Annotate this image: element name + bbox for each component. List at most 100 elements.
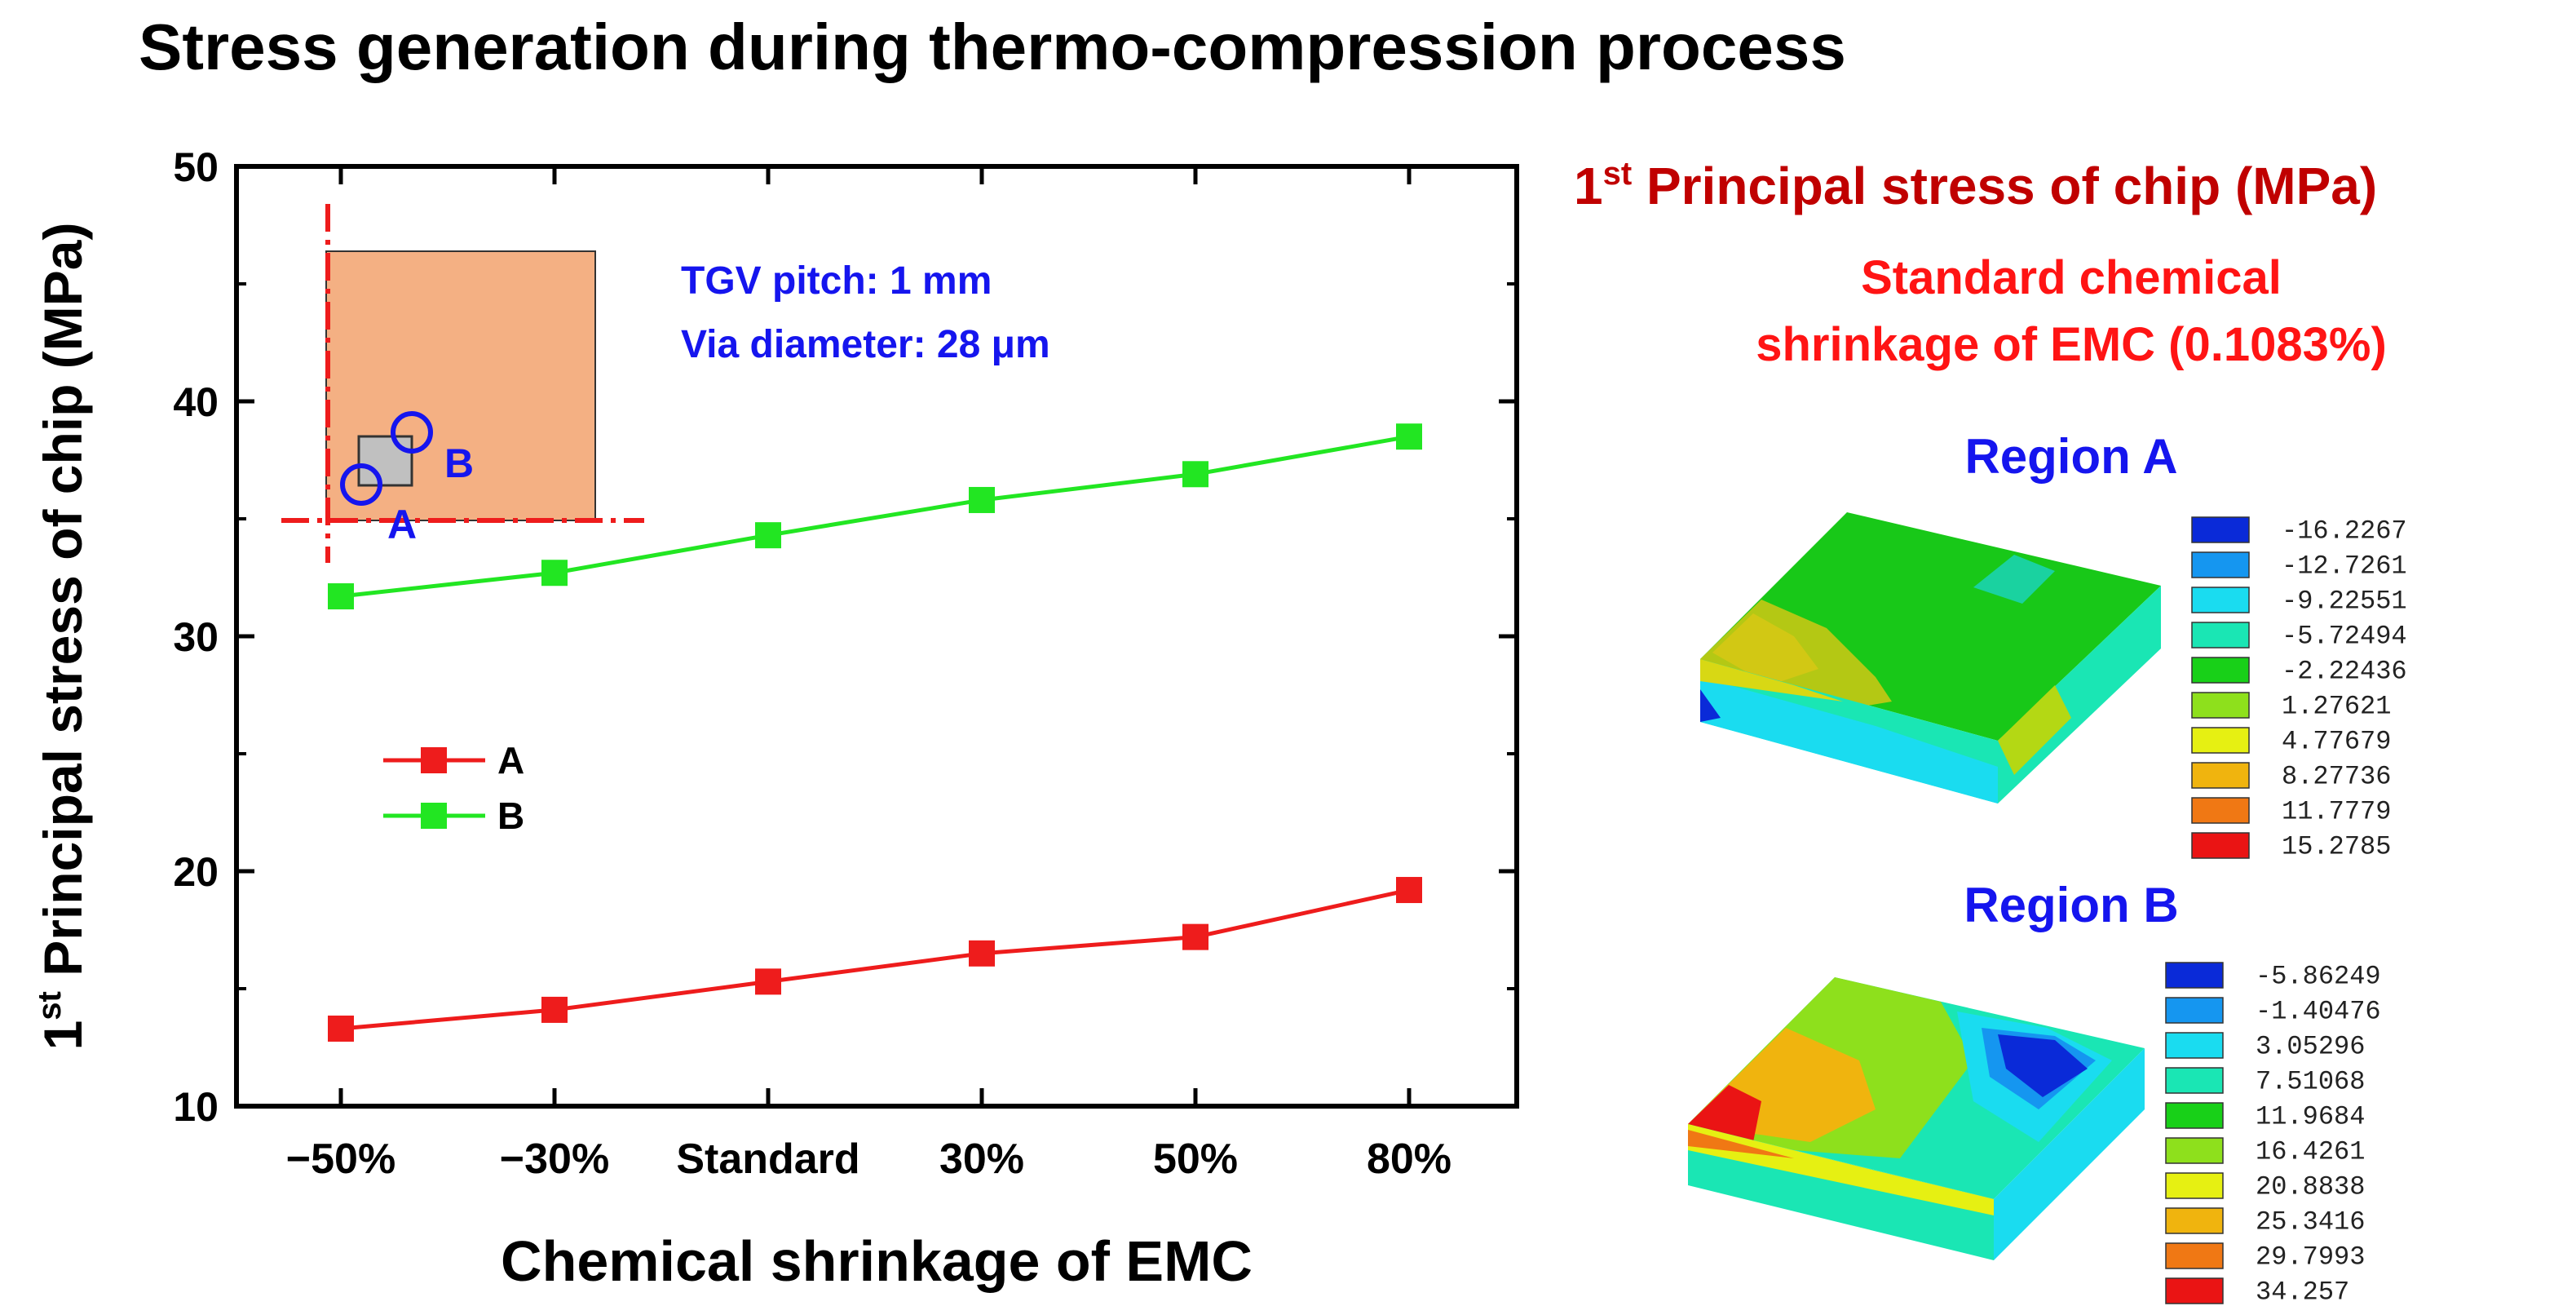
colorbar-swatch [2165,1172,2224,1199]
series-layer [328,423,1422,1042]
series-line-a [340,888,1410,1031]
x-tick-label: Standard [676,1136,859,1183]
y-tick-label: 40 [173,379,219,425]
x-tick-label: −50% [286,1136,395,1183]
annotation-via-diameter: Via diameter: 28 μm [681,323,1050,366]
right-panel-title: 1st Principal stress of chip (MPa) [1574,156,2377,215]
data-point-b [969,486,995,513]
y-tick-label: 50 [173,144,219,190]
colorbar-swatch [2165,1067,2224,1094]
region-b-contour-3d [1688,977,2145,1260]
region-b-side-face [1994,1048,2145,1260]
colorbar-swatch [2165,1032,2224,1059]
region-a-top-contour-teal [1973,555,2055,604]
region-a-front-contour-blue [1700,689,1721,722]
colorbar-value: 11.9684 [2256,1102,2365,1132]
colorbar-value: -16.2267 [2282,516,2407,547]
colorbar-swatch [2165,1102,2224,1129]
colorbar-swatch [2165,1242,2224,1269]
x-tick-label: 80% [1367,1136,1451,1183]
colorbar-swatch [2165,997,2224,1024]
legend-label-a: A [497,739,524,781]
region-a-colorbar: -16.2267 -12.7261 -9.22551 -5.72494 -2.22436… [2191,516,2407,862]
region-b-top-contour-blue [1998,1034,2088,1097]
colorbar-swatch [2191,551,2250,578]
colorbar-value: -5.72494 [2282,622,2407,652]
colorbar-value: 4.77679 [2282,727,2391,757]
colorbar-value: 25.3416 [2256,1207,2365,1237]
x-tick-label: −30% [500,1136,609,1183]
colorbar-swatch [2165,962,2224,989]
figure-title: Stress generation during thermo-compress… [139,11,1846,83]
colorbar-swatch [2191,727,2250,754]
inset-circle-region-b [391,411,433,454]
inset-circle-region-a [340,463,382,506]
colorbar-swatch [2165,1137,2224,1164]
colorbar-value: -12.7261 [2282,551,2407,582]
colorbar-swatch [2165,1277,2224,1304]
colorbar-value: -2.22436 [2282,657,2407,687]
inset-label-a: A [387,502,417,547]
colorbar-swatch [2191,832,2250,859]
colorbar-swatch [2191,762,2250,789]
region-a-title: Region A [1964,429,2177,484]
data-point-a [755,968,781,995]
colorbar-value: -9.22551 [2282,587,2407,617]
region-a-contour-3d [1700,512,2161,804]
colorbar-swatch [2191,622,2250,649]
colorbar-value: 29.7993 [2256,1242,2365,1273]
y-tick-label: 10 [173,1084,219,1130]
inset-label-b: B [444,440,474,486]
colorbar-value: -1.40476 [2256,997,2381,1027]
region-b-top-contour-red [1688,1085,1761,1142]
data-point-a [1396,877,1422,904]
colorbar-value: 8.27736 [2282,762,2391,792]
y-axis: 10 20 30 40 50 [173,144,1517,1130]
colorbar-value: 16.4261 [2256,1137,2365,1167]
x-tick-label: 30% [939,1136,1024,1183]
colorbar-value: 3.05296 [2256,1032,2365,1062]
colorbar-value: 11.7779 [2282,797,2391,827]
region-a-front-contour-yellow [1700,659,1843,702]
colorbar-value: 20.8838 [2256,1172,2365,1202]
colorbar-value: 15.2785 [2282,832,2391,862]
region-b-front-contour-yellow [1688,1124,1994,1215]
x-tick-label: 50% [1153,1136,1238,1183]
inset-schematic: A B [281,204,644,563]
right-panel-subtitle-line2: shrinkage of EMC (0.1083%) [1756,318,2387,371]
colorbar-swatch [2191,797,2250,824]
right-panel-subtitle-line1: Standard chemical [1861,251,2282,304]
annotation-tgv-pitch: TGV pitch: 1 mm [681,259,992,303]
y-tick-label: 30 [173,614,219,660]
data-point-b [755,522,781,549]
series-line-b [340,434,1410,599]
x-axis-label: Chemical shrinkage of EMC [501,1229,1253,1293]
data-point-b [541,560,568,587]
inset-chip [357,435,413,487]
data-point-a [328,1015,354,1042]
colorbar-value: 7.51068 [2256,1067,2365,1097]
legend: A B [383,739,524,837]
data-point-b [328,583,354,610]
data-point-a [1182,923,1208,950]
data-point-a [969,940,995,967]
colorbar-swatch [2191,587,2250,613]
colorbar-swatch [2165,1207,2224,1234]
region-a-top-contour-light [1712,613,1818,685]
y-axis-label: 1st Principal stress of chip (MPa) [32,223,93,1051]
colorbar-value: 1.27621 [2282,692,2391,722]
legend-label-b: B [497,795,524,837]
colorbar-swatch [2191,692,2250,719]
region-b-front-contour-orange [1688,1130,1794,1158]
data-point-b [1396,423,1422,450]
data-point-b [1182,461,1208,488]
colorbar-swatch [2191,516,2250,543]
region-a-side-contour-yellow [1998,685,2071,775]
colorbar-value: -5.86249 [2256,962,2381,992]
colorbar-swatch [2191,657,2250,684]
y-tick-label: 20 [173,849,219,895]
legend-marker-a [421,747,447,773]
region-b-title: Region B [1964,878,2178,932]
region-a-front-contour-cyan [1700,677,1998,804]
